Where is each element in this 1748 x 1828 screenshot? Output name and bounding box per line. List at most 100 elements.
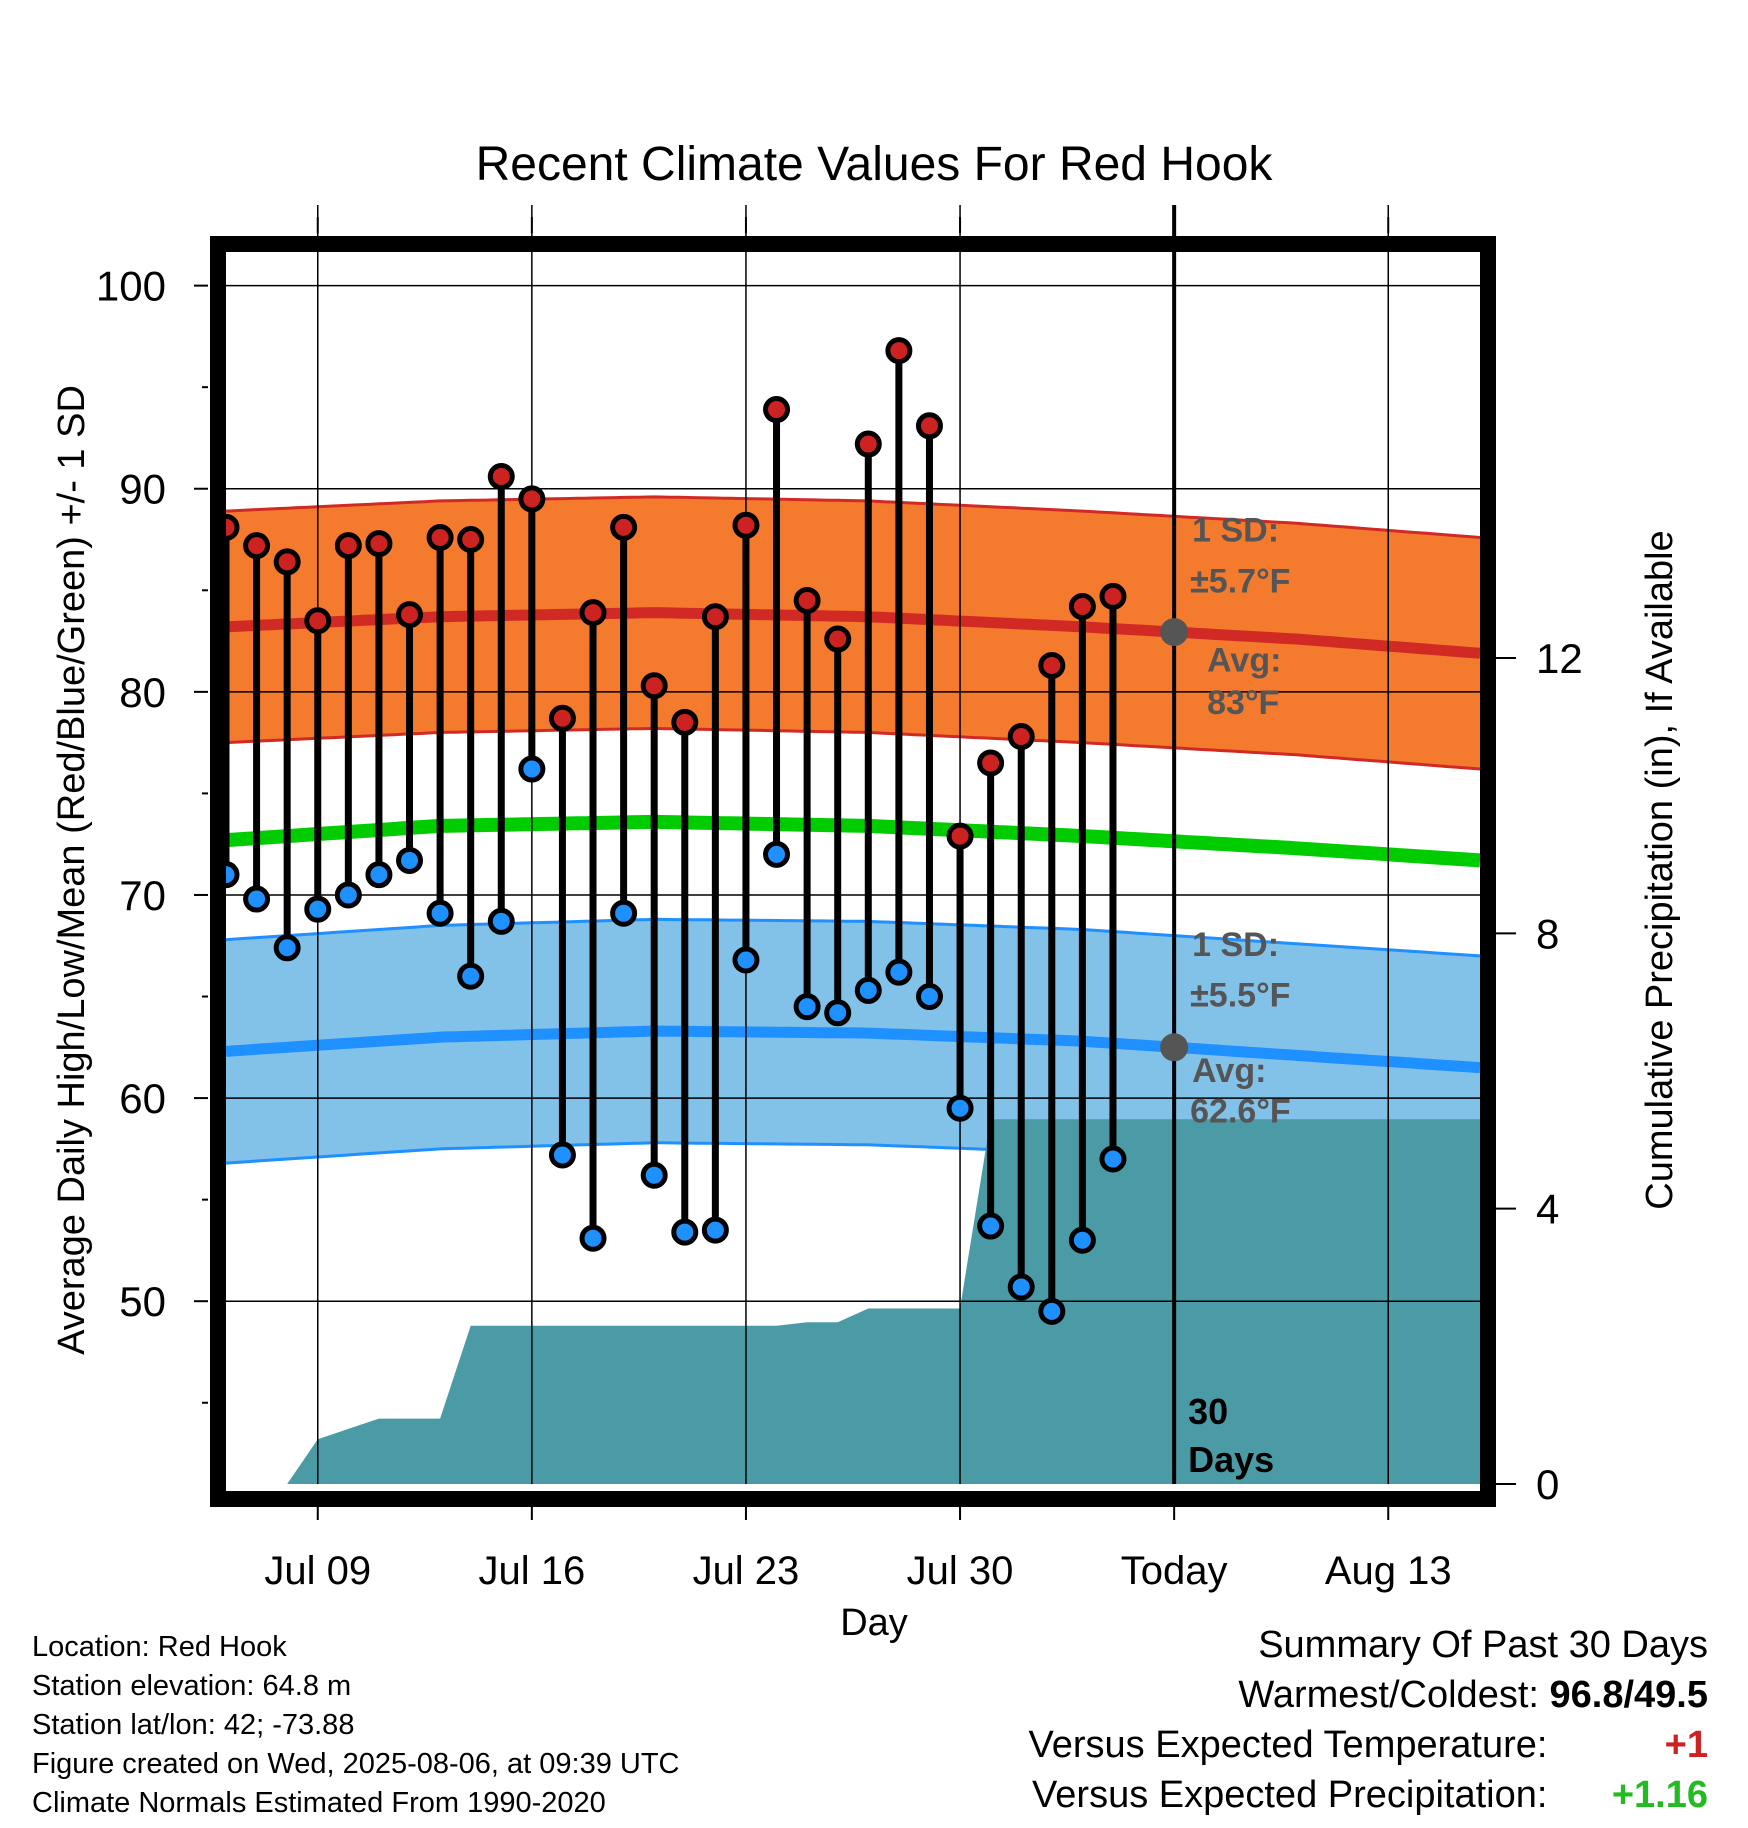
low-temp-point bbox=[518, 755, 546, 783]
high-temp-point bbox=[304, 607, 332, 635]
plot-frame bbox=[210, 236, 1496, 1507]
y-tick-label: 50 bbox=[119, 1278, 166, 1325]
high-temp-point bbox=[915, 412, 943, 440]
high-avg-label: Avg: bbox=[1207, 642, 1281, 680]
high-temp-point bbox=[365, 530, 393, 558]
x-tick-label: Jul 09 bbox=[264, 1549, 371, 1593]
precip-label: Versus Expected Precipitation: bbox=[1032, 1774, 1548, 1816]
high-temp-point bbox=[1007, 723, 1035, 751]
high-temp-point bbox=[640, 672, 668, 700]
y2-tick-label: 12 bbox=[1536, 635, 1583, 682]
high-temp-point bbox=[334, 532, 362, 560]
high-sd-band bbox=[226, 496, 1480, 769]
high-temp-point bbox=[824, 625, 852, 653]
high-temp-point bbox=[854, 430, 882, 458]
normals-text: Climate Normals Estimated From 1990-2020 bbox=[32, 1787, 606, 1819]
high-temp-point bbox=[579, 599, 607, 627]
low-temp-point bbox=[640, 1161, 668, 1189]
x-tick-label: Jul 16 bbox=[478, 1549, 585, 1593]
x-tick-label: Jul 23 bbox=[693, 1549, 800, 1593]
high-sd-upper-line bbox=[226, 495, 1480, 539]
high-temp-point bbox=[518, 485, 546, 513]
precip-area bbox=[226, 1119, 1480, 1484]
chart-title: Recent Climate Values For Red Hook bbox=[476, 138, 1274, 191]
low-temp-point bbox=[610, 899, 638, 927]
high-temp-point bbox=[457, 526, 485, 554]
high-temp-point bbox=[1068, 593, 1096, 621]
summary-warmest-row: Warmest/Coldest: 96.8/49.5 bbox=[1029, 1670, 1708, 1720]
high-temp-point bbox=[1038, 651, 1066, 679]
mean-avg-line bbox=[226, 814, 1480, 868]
low-temp-point bbox=[977, 1212, 1005, 1240]
created-text: Figure created on Wed, 2025-08-06, at 09… bbox=[32, 1748, 680, 1780]
high-temp-point bbox=[610, 513, 638, 541]
x-tick-label: Aug 13 bbox=[1325, 1549, 1452, 1593]
y-axis-label: Average Daily High/Low/Mean (Red/Blue/Gr… bbox=[51, 385, 93, 1355]
high-temp-point bbox=[273, 548, 301, 576]
y-tick-label: 90 bbox=[119, 466, 166, 513]
low-temp-point bbox=[1038, 1297, 1066, 1325]
x-axis-label: Day bbox=[840, 1602, 908, 1644]
low-temp-point bbox=[548, 1141, 576, 1169]
high-sd-value: ±5.7°F bbox=[1190, 562, 1290, 600]
y2-axis-label: Cumulative Precipitation (in), If Availa… bbox=[1639, 530, 1681, 1209]
low-temp-point bbox=[1068, 1226, 1096, 1254]
high-temp-point bbox=[885, 337, 913, 365]
y-tick-label: 100 bbox=[96, 263, 166, 310]
low-temp-point bbox=[793, 993, 821, 1021]
high-sd-label: 1 SD: bbox=[1192, 512, 1279, 550]
elevation-text: Station elevation: 64.8 m bbox=[32, 1670, 352, 1702]
low-temp-point bbox=[487, 907, 515, 935]
high-temp-point bbox=[977, 749, 1005, 777]
high-sd-lower-line bbox=[226, 726, 1480, 771]
precip-value: +1.16 bbox=[1611, 1774, 1708, 1816]
low-temp-point bbox=[885, 958, 913, 986]
low-temp-point bbox=[763, 840, 791, 868]
low-temp-point bbox=[732, 946, 760, 974]
low-temp-point bbox=[701, 1216, 729, 1244]
high-avg-line bbox=[226, 607, 1480, 659]
x-tick-label: Today bbox=[1121, 1549, 1228, 1593]
high-temp-point bbox=[243, 532, 271, 560]
high-temp-point bbox=[226, 513, 240, 541]
period-label-number: 30 bbox=[1188, 1391, 1228, 1432]
high-temp-point bbox=[426, 523, 454, 551]
high-temp-point bbox=[1099, 582, 1127, 610]
low-temp-point bbox=[915, 983, 943, 1011]
clipped-layer bbox=[226, 205, 1480, 1484]
low-sd-band bbox=[226, 919, 1480, 1180]
low-sd-label: 1 SD: bbox=[1192, 926, 1279, 964]
high-temp-point bbox=[763, 396, 791, 424]
high-temp-point bbox=[793, 586, 821, 614]
low-temp-point bbox=[824, 999, 852, 1027]
low-sd-value: ±5.5°F bbox=[1190, 977, 1290, 1015]
low-temp-point bbox=[396, 846, 424, 874]
y2-tick-label: 8 bbox=[1536, 910, 1559, 957]
low-temp-point bbox=[854, 976, 882, 1004]
location-text: Location: Red Hook bbox=[32, 1631, 287, 1663]
low-temp-point bbox=[579, 1224, 607, 1252]
low-temp-point bbox=[457, 962, 485, 990]
high-temp-point bbox=[946, 822, 974, 850]
high-temp-point bbox=[732, 511, 760, 539]
latlon-text: Station lat/lon: 42; -73.88 bbox=[32, 1709, 355, 1741]
x-tick-label: Jul 30 bbox=[907, 1549, 1014, 1593]
y-tick-label: 80 bbox=[119, 669, 166, 716]
low-temp-point bbox=[334, 881, 362, 909]
high-temp-point bbox=[701, 603, 729, 631]
low-temp-point bbox=[273, 934, 301, 962]
low-temp-point bbox=[243, 885, 271, 913]
station-info: Location: Red Hook Station elevation: 64… bbox=[32, 1628, 680, 1823]
high-temp-point bbox=[548, 704, 576, 732]
low-avg-value: 62.6°F bbox=[1190, 1092, 1291, 1130]
y2-tick-label: 4 bbox=[1536, 1186, 1559, 1233]
summary-temp-row: Versus Expected Temperature: +1 bbox=[1029, 1720, 1708, 1770]
low-temp-point bbox=[226, 861, 240, 889]
low-avg-label: Avg: bbox=[1192, 1052, 1266, 1090]
y2-tick-label: 0 bbox=[1536, 1461, 1559, 1508]
low-temp-point bbox=[1099, 1145, 1127, 1173]
high-avg-today-dot bbox=[1160, 618, 1189, 647]
temp-label: Versus Expected Temperature: bbox=[1028, 1724, 1548, 1766]
